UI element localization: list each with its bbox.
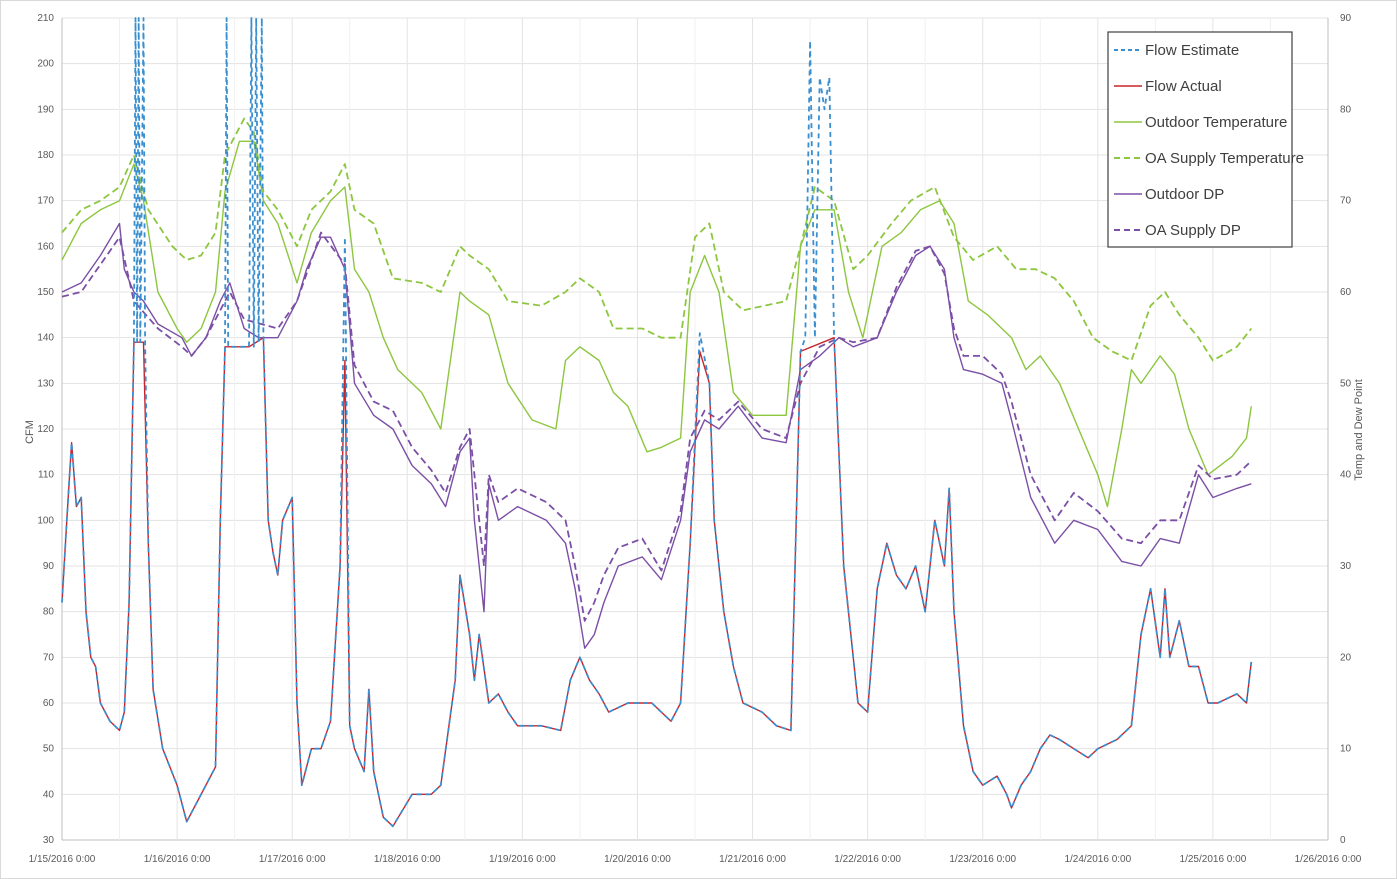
x-tick-label: 1/26/2016 0:00 (1295, 854, 1362, 865)
legend-label: Flow Estimate (1145, 42, 1239, 59)
y2-tick-label: 70 (1340, 196, 1352, 207)
x-tick-label: 1/21/2016 0:00 (719, 854, 786, 865)
x-tick-label: 1/23/2016 0:00 (949, 854, 1016, 865)
legend-box (1107, 31, 1293, 248)
y-tick-label: 80 (43, 607, 55, 618)
x-tick-label: 1/22/2016 0:00 (834, 854, 901, 865)
legend-label: Flow Actual (1145, 78, 1222, 95)
y-tick-label: 190 (37, 104, 54, 115)
y2-axis-label: Temp and Dew Point (1353, 379, 1365, 481)
legend-label: OA Supply Temperature (1145, 150, 1304, 167)
x-tick-label: 1/16/2016 0:00 (144, 854, 211, 865)
y-tick-label: 60 (43, 698, 55, 709)
x-tick-label: 1/25/2016 0:00 (1180, 854, 1247, 865)
y-axis-right: 0 10 20 30 40 50 60 70 80 90 (1340, 13, 1352, 846)
y2-tick-label: 50 (1340, 378, 1352, 389)
y2-tick-label: 30 (1340, 561, 1352, 572)
x-tick-label: 1/18/2016 0:00 (374, 854, 441, 865)
y-tick-label: 200 (37, 59, 54, 70)
x-tick-label: 1/17/2016 0:00 (259, 854, 326, 865)
legend-label: OA Supply DP (1145, 222, 1241, 239)
y-tick-label: 90 (43, 561, 55, 572)
x-tick-label: 1/19/2016 0:00 (489, 854, 556, 865)
y-axis-left: 30 40 50 60 70 80 90 100 110 120 130 140 150 160 170 18… (37, 13, 54, 846)
y-tick-label: 130 (37, 378, 54, 389)
x-axis: 1/15/2016 0:00 1/16/2016 0:00 1/17/2016 0:… (29, 854, 1362, 865)
y-tick-label: 50 (43, 744, 55, 755)
y-tick-label: 120 (37, 424, 54, 435)
x-tick-label: 1/20/2016 0:00 (604, 854, 671, 865)
y2-tick-label: 0 (1340, 835, 1346, 846)
x-tick-label: 1/24/2016 0:00 (1064, 854, 1131, 865)
legend-label: Outdoor DP (1145, 186, 1224, 203)
y2-tick-label: 20 (1340, 652, 1352, 663)
y2-tick-label: 90 (1340, 13, 1352, 24)
y-tick-label: 30 (43, 835, 55, 846)
series-line-outdoor-temperature (61, 140, 1252, 508)
series-line-flow-estimate (61, 17, 1253, 828)
x-tick-label: 1/15/2016 0:00 (29, 854, 96, 865)
y-tick-label: 140 (37, 333, 54, 344)
series-line-outdoor-dp (61, 222, 1252, 649)
y-axis-label: CFM (24, 420, 36, 444)
y2-tick-label: 60 (1340, 287, 1352, 298)
legend-label: Outdoor Temperature (1145, 114, 1287, 131)
series-group (61, 17, 1253, 828)
y2-tick-label: 80 (1340, 104, 1352, 115)
y-tick-label: 170 (37, 196, 54, 207)
y-tick-label: 110 (38, 470, 54, 481)
gridlines (61, 17, 1329, 841)
y-tick-label: 70 (43, 652, 55, 663)
y-tick-label: 210 (37, 13, 54, 24)
series-line-oa-supply-dp (61, 231, 1252, 622)
series-line-oa-supply-temperature (61, 117, 1253, 362)
y-tick-label: 150 (37, 287, 54, 298)
y2-tick-label: 40 (1340, 470, 1352, 481)
y-tick-label: 160 (37, 241, 54, 252)
y-tick-label: 100 (37, 515, 54, 526)
y2-tick-label: 10 (1340, 744, 1352, 755)
y-tick-label: 180 (37, 150, 54, 161)
y-tick-label: 40 (43, 789, 55, 800)
legend: Flow Estimate Flow Actual Outdoor Temperat… (1107, 31, 1304, 248)
